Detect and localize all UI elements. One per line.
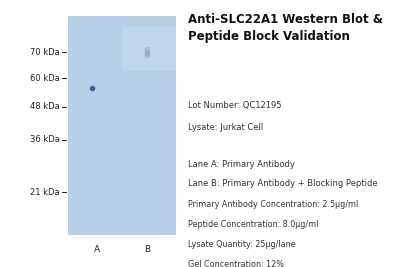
Text: Peptide Concentration: 8.0μg/ml: Peptide Concentration: 8.0μg/ml — [188, 220, 318, 229]
Bar — [122, 27, 176, 71]
Text: Lot Number: QC12195: Lot Number: QC12195 — [188, 101, 282, 111]
Text: 60 kDa: 60 kDa — [30, 74, 60, 83]
Text: Lane B: Primary Antibody + Blocking Peptide: Lane B: Primary Antibody + Blocking Pept… — [188, 179, 378, 188]
Text: 48 kDa: 48 kDa — [30, 102, 60, 111]
Text: Primary Antibody Concentration: 2.5μg/ml: Primary Antibody Concentration: 2.5μg/ml — [188, 200, 358, 209]
Bar — [68, 16, 176, 235]
Text: A: A — [94, 245, 100, 254]
Text: Lysate Quantity: 25μg/lane: Lysate Quantity: 25μg/lane — [188, 240, 296, 249]
Text: Anti-SLC22A1 Western Blot &
Peptide Block Validation: Anti-SLC22A1 Western Blot & Peptide Bloc… — [188, 13, 383, 43]
Text: Gel Concentration: 12%: Gel Concentration: 12% — [188, 260, 284, 267]
Text: B: B — [144, 245, 150, 254]
Text: 70 kDa: 70 kDa — [30, 48, 60, 57]
Text: Lysate: Jurkat Cell: Lysate: Jurkat Cell — [188, 123, 263, 132]
Text: Lane A: Primary Antibody: Lane A: Primary Antibody — [188, 160, 295, 169]
Text: 21 kDa: 21 kDa — [30, 188, 60, 197]
Text: 36 kDa: 36 kDa — [30, 135, 60, 144]
